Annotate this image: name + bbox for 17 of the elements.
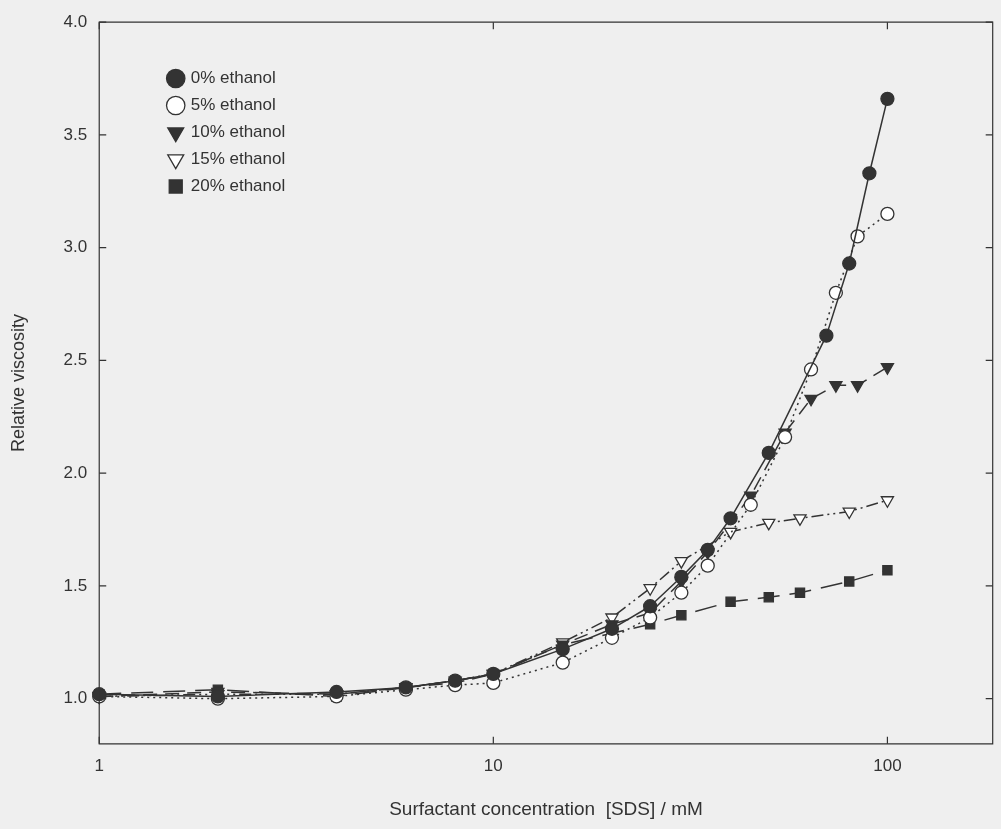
legend-label: 5% ethanol <box>190 95 276 115</box>
y-tick-label: 3.5 <box>63 124 88 144</box>
y-tick-label: 4.0 <box>63 11 88 31</box>
y-axis-title: Relative viscosity <box>7 313 28 453</box>
x-tick-label: 10 <box>483 755 503 775</box>
y-tick-label: 3.0 <box>63 237 88 257</box>
y-tick-label: 2.5 <box>63 350 88 370</box>
legend-label: 10% ethanol <box>190 122 286 142</box>
legend-label: 0% ethanol <box>190 68 276 88</box>
y-tick-label: 2.0 <box>63 462 88 482</box>
x-tick-label: 100 <box>873 755 902 775</box>
x-axis-title: Surfactant concentration [SDS] / mM <box>389 797 703 819</box>
y-tick-label: 1.5 <box>63 575 88 595</box>
x-tick-label: 1 <box>94 755 104 775</box>
legend-label: 15% ethanol <box>190 149 286 169</box>
legend-label: 20% ethanol <box>190 176 286 196</box>
y-tick-label: 1.0 <box>63 688 88 708</box>
